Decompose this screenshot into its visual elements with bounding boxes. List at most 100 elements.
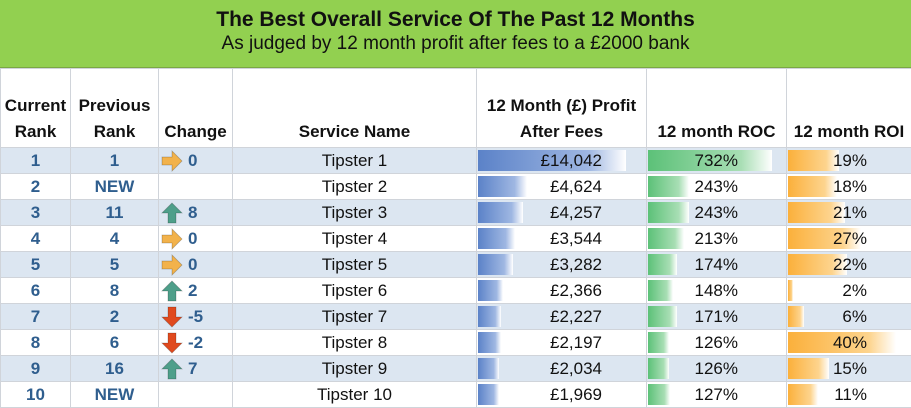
arrow-up-icon (161, 202, 183, 224)
col-current-rank: Current Rank (1, 69, 71, 148)
current-rank-cell: 3 (1, 200, 71, 226)
arrow-up-icon (161, 358, 183, 380)
roc-cell: 171% (647, 304, 787, 330)
roi-cell: 19% (787, 148, 911, 174)
roc-value: 213% (695, 229, 786, 248)
service-name-cell: Tipster 4 (233, 226, 477, 252)
previous-rank-cell: 16 (71, 356, 159, 382)
col-service-name: Service Name (233, 69, 477, 148)
profit-value: £2,366 (550, 281, 646, 300)
table-row: 8 6 -2 Tipster 8 £2,197 126% 40% (1, 330, 911, 356)
roi-value: 11% (834, 385, 911, 404)
roi-cell: 40% (787, 330, 911, 356)
profit-bar (478, 254, 513, 275)
change-value: 2 (188, 281, 197, 301)
roi-bar (788, 280, 793, 301)
table-row: 1 1 0 Tipster 1 £14,042 732% 19% (1, 148, 911, 174)
roc-value: 171% (695, 307, 786, 326)
service-name-cell: Tipster 3 (233, 200, 477, 226)
service-name-cell: Tipster 10 (233, 382, 477, 408)
roi-cell: 22% (787, 252, 911, 278)
roi-cell: 6% (787, 304, 911, 330)
roc-value: 126% (695, 333, 786, 352)
previous-rank-cell: 4 (71, 226, 159, 252)
table-row: 2 NEW Tipster 2 £4,624 243% 18% (1, 174, 911, 200)
previous-rank-cell: 2 (71, 304, 159, 330)
title-banner: The Best Overall Service Of The Past 12 … (0, 0, 911, 68)
roi-bar (788, 384, 818, 405)
roi-value: 21% (833, 203, 911, 222)
header-row: Current Rank Previous Rank Change Servic… (1, 69, 911, 148)
roc-cell: 174% (647, 252, 787, 278)
roc-value: 732% (695, 151, 786, 170)
roc-value: 243% (695, 177, 786, 196)
roi-value: 15% (833, 359, 911, 378)
change-cell: 0 (159, 226, 233, 252)
profit-value: £3,282 (550, 255, 646, 274)
change-value: 7 (188, 359, 197, 379)
current-rank-cell: 7 (1, 304, 71, 330)
profit-bar (478, 384, 499, 405)
change-value: 0 (188, 151, 197, 171)
profit-value: £2,227 (550, 307, 646, 326)
roi-cell: 2% (787, 278, 911, 304)
table-row: 7 2 -5 Tipster 7 £2,227 171% 6% (1, 304, 911, 330)
profit-cell: £4,624 (477, 174, 647, 200)
roi-value: 18% (833, 177, 911, 196)
roc-value: 243% (695, 203, 786, 222)
roi-bar (788, 358, 829, 379)
roc-cell: 148% (647, 278, 787, 304)
profit-value: £4,624 (550, 177, 646, 196)
change-cell: 0 (159, 252, 233, 278)
profit-bar (478, 306, 501, 327)
page-subtitle: As judged by 12 month profit after fees … (0, 32, 911, 56)
roi-cell: 11% (787, 382, 911, 408)
roi-value: 19% (833, 151, 911, 170)
profit-cell: £2,197 (477, 330, 647, 356)
previous-rank-cell: 6 (71, 330, 159, 356)
profit-bar (478, 332, 501, 353)
profit-cell: £3,282 (477, 252, 647, 278)
service-name-cell: Tipster 1 (233, 148, 477, 174)
col-roc: 12 month ROC (647, 69, 787, 148)
change-value: -5 (188, 307, 203, 327)
current-rank-cell: 9 (1, 356, 71, 382)
profit-bar (478, 202, 523, 223)
col-profit: 12 Month (£) Profit After Fees (477, 69, 647, 148)
arrow-down-icon (161, 332, 183, 354)
roc-bar (648, 358, 669, 379)
rankings-table: Current Rank Previous Rank Change Servic… (0, 68, 911, 408)
roc-bar (648, 332, 669, 353)
previous-rank-cell: 8 (71, 278, 159, 304)
arrow-down-icon (161, 306, 183, 328)
profit-cell: £2,227 (477, 304, 647, 330)
change-value: 0 (188, 255, 197, 275)
arrow-up-icon (161, 280, 183, 302)
arrow-right-icon (161, 254, 183, 276)
change-value: -2 (188, 333, 203, 353)
profit-value: £14,042 (541, 151, 646, 170)
previous-rank-cell: 5 (71, 252, 159, 278)
previous-rank-cell: NEW (71, 382, 159, 408)
current-rank-cell: 4 (1, 226, 71, 252)
change-cell: 7 (159, 356, 233, 382)
roc-cell: 213% (647, 226, 787, 252)
current-rank-cell: 8 (1, 330, 71, 356)
profit-bar (478, 228, 515, 249)
roc-value: 127% (695, 385, 786, 404)
change-value: 8 (188, 203, 197, 223)
change-cell (159, 382, 233, 408)
roc-cell: 126% (647, 356, 787, 382)
roi-cell: 27% (787, 226, 911, 252)
change-cell: -5 (159, 304, 233, 330)
profit-cell: £2,034 (477, 356, 647, 382)
profit-cell: £2,366 (477, 278, 647, 304)
service-name-cell: Tipster 9 (233, 356, 477, 382)
change-cell: 0 (159, 148, 233, 174)
table-row: 6 8 2 Tipster 6 £2,366 148% 2% (1, 278, 911, 304)
current-rank-cell: 5 (1, 252, 71, 278)
table-row: 3 11 8 Tipster 3 £4,257 243% 21% (1, 200, 911, 226)
change-cell: -2 (159, 330, 233, 356)
profit-value: £2,197 (550, 333, 646, 352)
profit-value: £1,969 (550, 385, 646, 404)
